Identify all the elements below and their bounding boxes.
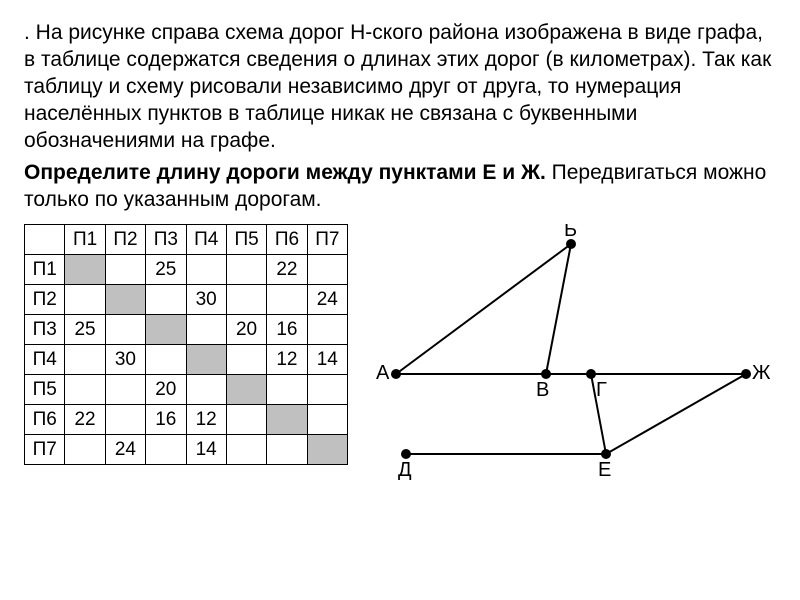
table-header-cell: П2 [105,225,145,255]
table-row-header: П6 [25,405,65,435]
table-cell: 12 [267,345,307,375]
table-row-header: П1 [25,255,65,285]
table-cell [267,405,307,435]
table-cell [267,435,307,465]
table-cell [146,315,186,345]
table-cell: 16 [146,405,186,435]
table-cell [267,285,307,315]
graph-node-label: Г [596,379,607,401]
table-row-header: П3 [25,315,65,345]
table-header-cell: П7 [307,225,347,255]
table-cell: 14 [186,435,226,465]
table-header-cell: П6 [267,225,307,255]
table-cell: 14 [307,345,347,375]
graph-node-label: Б [564,224,577,241]
graph-node-label: Ж [752,362,771,384]
table-cell [105,405,145,435]
table-cell [186,255,226,285]
table-cell [226,375,266,405]
adjacency-table: П1П2П3П4П5П6П7П12522П23024П3252016П43012… [24,224,348,465]
graph-node [391,369,401,379]
graph-box: А Б В Г Д Е Ж [376,224,776,484]
table-cell [105,315,145,345]
table-cell [307,405,347,435]
problem-question: Определите длину дороги между пунктами Е… [24,161,546,184]
table-cell [226,345,266,375]
table-cell [65,255,105,285]
graph-node [586,369,596,379]
table-header-cell: П3 [146,225,186,255]
graph-node-label: А [376,362,390,384]
table-cell [105,375,145,405]
table-cell: 24 [307,285,347,315]
table-cell: 20 [226,315,266,345]
table-header-cell [25,225,65,255]
problem-intro: . На рисунке справа схема дорог Н-ского … [24,20,776,154]
table-cell [65,285,105,315]
table-cell: 24 [105,435,145,465]
table-cell [226,285,266,315]
table-cell [65,345,105,375]
table-cell [65,435,105,465]
table-cell: 16 [267,315,307,345]
table-cell [307,255,347,285]
graph-node [741,369,751,379]
table-cell: 20 [146,375,186,405]
table-header-cell: П4 [186,225,226,255]
table-row-header: П7 [25,435,65,465]
table-box: П1П2П3П4П5П6П7П12522П23024П3252016П43012… [24,224,348,465]
problem-question-line: Определите длину дороги между пунктами Е… [24,160,776,214]
table-cell [307,315,347,345]
table-cell: 25 [146,255,186,285]
table-cell [226,405,266,435]
table-cell: 25 [65,315,105,345]
table-cell [146,285,186,315]
graph-node [541,369,551,379]
table-cell [226,435,266,465]
graph-node [601,449,611,459]
table-row-header: П5 [25,375,65,405]
table-cell: 22 [65,405,105,435]
graph-edge [546,244,571,374]
road-graph: А Б В Г Д Е Ж [376,224,776,484]
graph-node-label: Е [598,459,611,481]
graph-node [401,449,411,459]
table-cell [65,375,105,405]
content-row: П1П2П3П4П5П6П7П12522П23024П3252016П43012… [24,224,776,484]
table-cell [186,315,226,345]
table-cell [146,345,186,375]
table-cell [226,255,266,285]
table-cell: 30 [186,285,226,315]
table-cell [307,375,347,405]
graph-node-label: В [536,379,549,401]
graph-edge [396,244,571,374]
table-cell: 12 [186,405,226,435]
table-header-cell: П1 [65,225,105,255]
table-row-header: П2 [25,285,65,315]
table-cell [267,375,307,405]
table-row-header: П4 [25,345,65,375]
table-cell [146,435,186,465]
table-cell: 30 [105,345,145,375]
table-cell: 22 [267,255,307,285]
graph-node-label: Д [398,459,412,481]
table-header-cell: П5 [226,225,266,255]
table-cell [307,435,347,465]
table-cell [105,285,145,315]
graph-edge [606,374,746,454]
table-cell [186,345,226,375]
table-cell [105,255,145,285]
table-cell [186,375,226,405]
